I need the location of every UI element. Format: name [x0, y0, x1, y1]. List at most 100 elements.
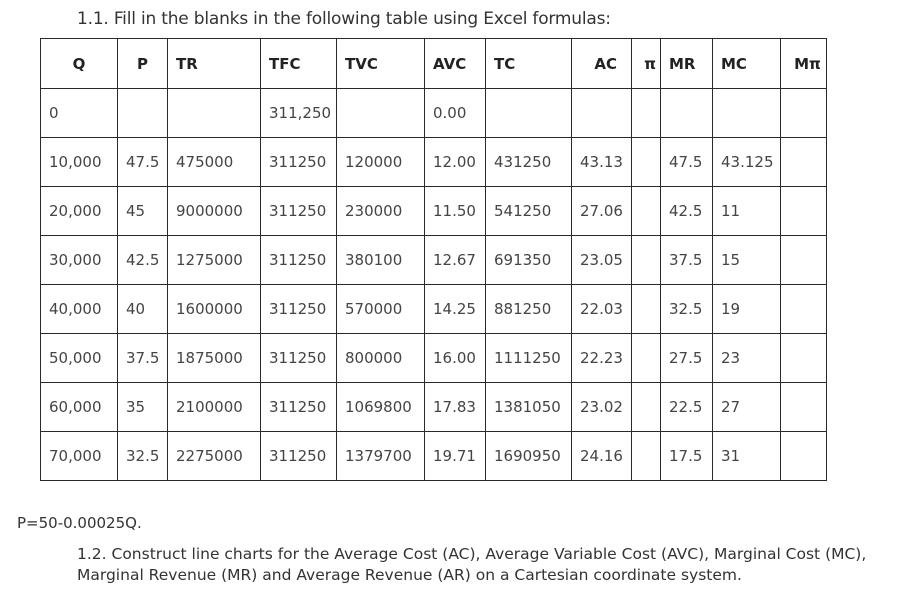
table-row: 70,000 32.5 2275000 311250 1379700 19.71 16909…	[40, 431, 827, 481]
column-header: TFC	[260, 38, 337, 89]
table-cell: 30,000	[40, 235, 118, 285]
table-cell	[631, 333, 661, 383]
table-cell: 12.67	[424, 235, 486, 285]
table-cell: 27.06	[571, 186, 632, 236]
table-cell	[631, 382, 661, 432]
table-row: 40,000 40 1600000 311250 570000 14.25 881250 22…	[40, 284, 827, 334]
table-cell: 40,000	[40, 284, 118, 334]
table-cell: 22.03	[571, 284, 632, 334]
table-cell: 27.5	[660, 333, 713, 383]
table-cell: 43.13	[571, 137, 632, 187]
table-cell: 311250	[260, 333, 337, 383]
table-cell: 11.50	[424, 186, 486, 236]
table-cell: 20,000	[40, 186, 118, 236]
table-cell: 16.00	[424, 333, 486, 383]
table-cell: 1875000	[167, 333, 261, 383]
table-cell: 11	[712, 186, 781, 236]
table-cell: 17.83	[424, 382, 486, 432]
table-cell: 23	[712, 333, 781, 383]
table-cell: 19	[712, 284, 781, 334]
column-header: TC	[485, 38, 572, 89]
table-cell	[631, 235, 661, 285]
table-cell: 230000	[336, 186, 425, 236]
table-cell: 2100000	[167, 382, 261, 432]
column-header: MC	[712, 38, 781, 89]
table-cell: 541250	[485, 186, 572, 236]
column-header: AC	[571, 38, 632, 89]
table-cell	[631, 88, 661, 138]
table-cell: 311250	[260, 431, 337, 481]
table-cell: 14.25	[424, 284, 486, 334]
table-cell: 60,000	[40, 382, 118, 432]
table-cell	[117, 88, 168, 138]
table-row: 50,000 37.5 1875000 311250 800000 16.00 111125…	[40, 333, 827, 383]
table-cell: 32.5	[117, 431, 168, 481]
table-cell: 19.71	[424, 431, 486, 481]
column-header: Mπ	[780, 38, 827, 89]
table-cell: 50,000	[40, 333, 118, 383]
table-cell	[780, 88, 827, 138]
table-cell: 22.23	[571, 333, 632, 383]
table-cell: 70,000	[40, 431, 118, 481]
table-cell: 1600000	[167, 284, 261, 334]
table-cell	[631, 284, 661, 334]
table-cell: 10,000	[40, 137, 118, 187]
table-cell: 1069800	[336, 382, 425, 432]
table-cell	[712, 88, 781, 138]
table-header-row: Q P TR TFC TVC AVC TC AC π MR MC Mπ	[40, 38, 827, 89]
table-row: 0 311,250 0.00	[40, 88, 827, 138]
table-cell: 40	[117, 284, 168, 334]
table-cell: 570000	[336, 284, 425, 334]
table-cell: 47.5	[660, 137, 713, 187]
table-cell: 37.5	[660, 235, 713, 285]
table-cell: 311250	[260, 284, 337, 334]
table-cell: 1111250	[485, 333, 572, 383]
table-cell: 311,250	[260, 88, 337, 138]
table-cell	[571, 88, 632, 138]
table-cell	[780, 431, 827, 481]
table-cell	[780, 382, 827, 432]
table-cell: 691350	[485, 235, 572, 285]
table-cell: 311250	[260, 186, 337, 236]
column-header: Q	[40, 38, 118, 89]
table-cell: 42.5	[660, 186, 713, 236]
table-cell	[631, 431, 661, 481]
table-cell: 475000	[167, 137, 261, 187]
table-cell: 1381050	[485, 382, 572, 432]
table-cell	[167, 88, 261, 138]
question-1-1: 1.1. Fill in the blanks in the following…	[77, 9, 611, 29]
table-cell: 31	[712, 431, 781, 481]
table-cell: 1379700	[336, 431, 425, 481]
table-cell: 380100	[336, 235, 425, 285]
table-cell: 22.5	[660, 382, 713, 432]
table-cell: 881250	[485, 284, 572, 334]
table-cell	[780, 235, 827, 285]
table-cell: 27	[712, 382, 781, 432]
table-cell: 9000000	[167, 186, 261, 236]
table-cell: 17.5	[660, 431, 713, 481]
table-row: 10,000 47.5 475000 311250 120000 12.00 431250 4…	[40, 137, 827, 187]
table-cell	[780, 284, 827, 334]
column-header: TR	[167, 38, 261, 89]
table-cell: 311250	[260, 137, 337, 187]
table-cell: 35	[117, 382, 168, 432]
table-cell: 43.125	[712, 137, 781, 187]
column-header: AVC	[424, 38, 486, 89]
column-header: TVC	[336, 38, 425, 89]
table-cell: 120000	[336, 137, 425, 187]
table-cell: 23.02	[571, 382, 632, 432]
question-1-2: 1.2. Construct line charts for the Avera…	[77, 545, 867, 584]
table-cell: 311250	[260, 382, 337, 432]
table-cell	[631, 137, 661, 187]
table-cell: 0	[40, 88, 118, 138]
table-cell: 1275000	[167, 235, 261, 285]
column-header: MR	[660, 38, 713, 89]
table-cell: 12.00	[424, 137, 486, 187]
table-cell: 311250	[260, 235, 337, 285]
table-cell: 431250	[485, 137, 572, 187]
cost-revenue-table: Q P TR TFC TVC AVC TC AC π MR MC Mπ 0 311,250 0.00 10,0…	[40, 38, 827, 481]
table-cell: 2275000	[167, 431, 261, 481]
table-row: 20,000 45 9000000 311250 230000 11.50 541250 27…	[40, 186, 827, 236]
table-cell	[336, 88, 425, 138]
table-cell: 23.05	[571, 235, 632, 285]
